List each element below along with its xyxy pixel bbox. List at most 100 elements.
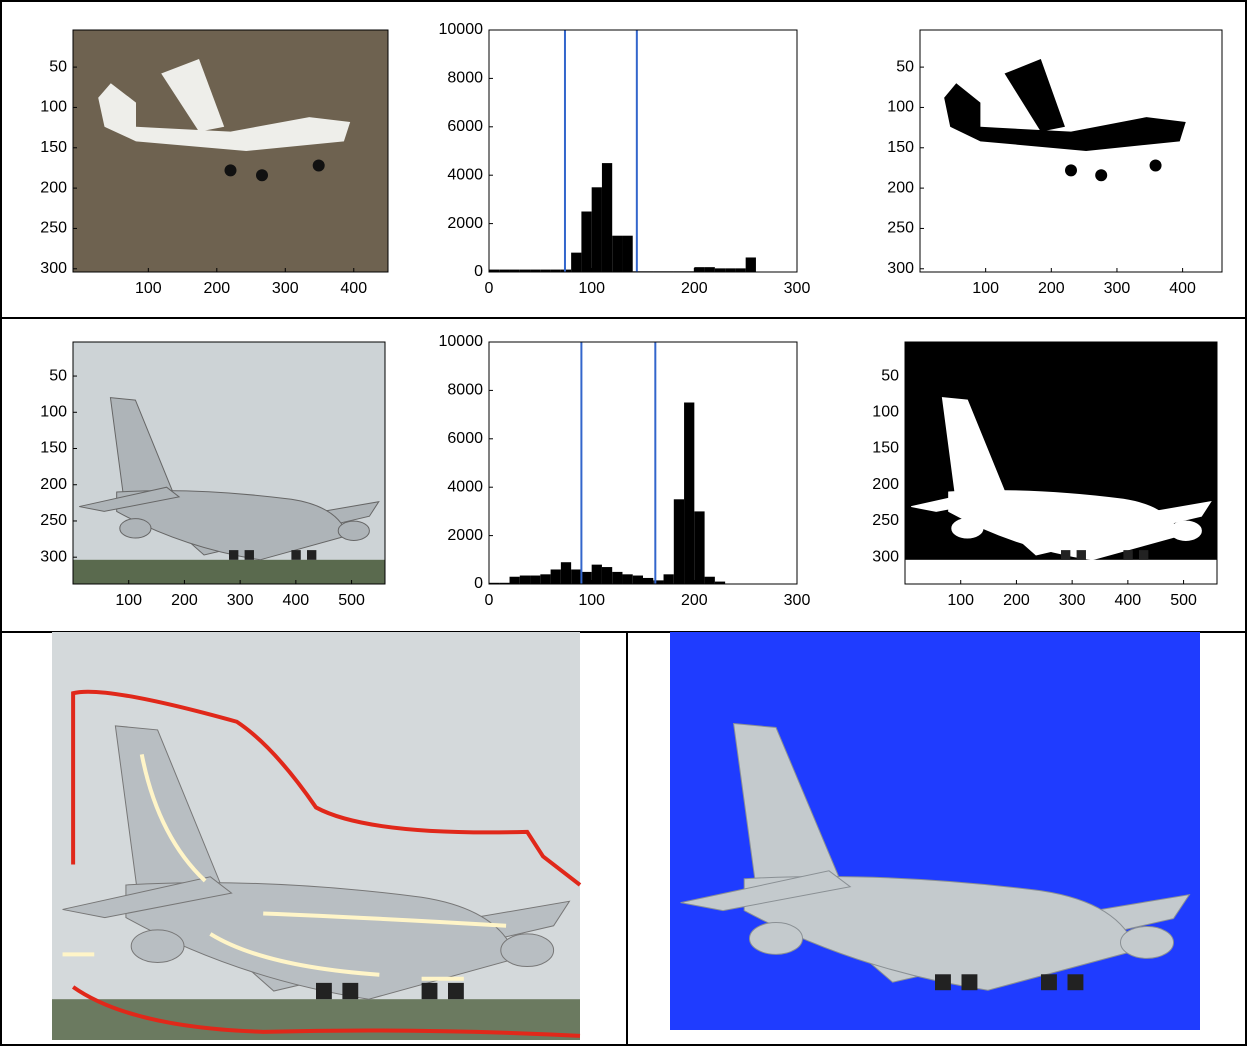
y-tick-label: 250 [887, 220, 914, 237]
x-tick-label: 300 [784, 592, 811, 609]
landing-gear [316, 983, 332, 999]
histogram-bar [694, 267, 704, 272]
plot-area [489, 342, 797, 584]
y-tick-label: 100 [887, 99, 914, 116]
y-tick-label: 300 [40, 548, 67, 565]
histogram-bar [510, 577, 520, 584]
x-tick-label: 400 [340, 280, 367, 297]
y-tick-label: 300 [887, 260, 914, 277]
y-tick-label: 50 [49, 58, 67, 75]
x-tick-label: 200 [171, 592, 198, 609]
x-tick-label: 300 [784, 280, 811, 297]
histogram-bar [520, 576, 530, 584]
y-tick-label: 10000 [439, 333, 484, 350]
landing-gear [291, 550, 300, 560]
x-tick-label: 100 [947, 592, 974, 609]
plane-wheel [1065, 164, 1077, 176]
y-tick-label: 0 [474, 575, 483, 592]
x-tick-label: 400 [283, 592, 310, 609]
histogram-bar [705, 267, 715, 272]
histogram-bar [725, 268, 735, 272]
histogram-bar [694, 511, 704, 584]
y-tick-label: 50 [881, 367, 899, 384]
histogram-bar [612, 236, 622, 272]
x-tick-label: 100 [578, 280, 605, 297]
plane-engine [338, 521, 369, 540]
x-tick-label: 400 [1169, 280, 1196, 297]
x-tick-label: 200 [681, 592, 708, 609]
plane-wheel [313, 160, 325, 172]
x-tick-label: 500 [338, 592, 365, 609]
y-tick-label: 0 [474, 263, 483, 280]
y-tick-label: 150 [872, 440, 899, 457]
y-tick-label: 250 [40, 512, 67, 529]
plane-engine [120, 519, 151, 538]
y-tick-label: 200 [887, 179, 914, 196]
x-tick-label: 400 [1115, 592, 1142, 609]
ground [905, 560, 1217, 584]
plane-wheel [1095, 169, 1107, 181]
y-tick-label: 250 [40, 220, 67, 237]
y-tick-label: 150 [887, 139, 914, 156]
ground [73, 560, 385, 584]
landing-gear [342, 983, 358, 999]
y-tick-label: 50 [896, 58, 914, 75]
x-tick-label: 0 [485, 592, 494, 609]
y-tick-label: 2000 [447, 215, 483, 232]
landing-gear [1123, 550, 1132, 560]
x-tick-label: 100 [972, 280, 999, 297]
x-tick-label: 200 [1038, 280, 1065, 297]
landing-gear [1068, 974, 1084, 990]
y-tick-label: 200 [40, 476, 67, 493]
y-tick-label: 2000 [447, 527, 483, 544]
y-tick-label: 100 [872, 404, 899, 421]
y-tick-label: 6000 [447, 118, 483, 135]
histogram-bar [684, 403, 694, 585]
plane-engine [501, 934, 554, 967]
histogram-bar [622, 574, 632, 584]
y-tick-label: 200 [40, 179, 67, 196]
y-tick-label: 150 [40, 440, 67, 457]
histogram-bar [561, 562, 571, 584]
y-tick-label: 300 [872, 548, 899, 565]
x-tick-label: 300 [227, 592, 254, 609]
plane-wheel [225, 164, 237, 176]
histogram-bar [633, 576, 643, 584]
photo-background [920, 30, 1222, 272]
histogram-bar [540, 574, 550, 584]
x-tick-label: 200 [1003, 592, 1030, 609]
figure: 100 200 300 400 50 100 150 200 250 300 0 100 200 300 0… [0, 0, 1247, 1046]
landing-gear [245, 550, 254, 560]
x-tick-label: 200 [203, 280, 230, 297]
x-tick-label: 100 [135, 280, 162, 297]
x-tick-label: 0 [485, 280, 494, 297]
plot-area [489, 30, 797, 272]
histogram-bar [571, 253, 581, 272]
histogram-bar [715, 268, 725, 272]
landing-gear [422, 983, 438, 999]
x-tick-label: 200 [681, 280, 708, 297]
photo-background [73, 30, 388, 272]
landing-gear [1139, 550, 1148, 560]
y-tick-label: 6000 [447, 430, 483, 447]
y-tick-label: 10000 [439, 21, 484, 38]
plane-engine [952, 519, 983, 538]
histogram-bar [735, 268, 745, 272]
landing-gear [307, 550, 316, 560]
histogram-bar [674, 499, 684, 584]
y-tick-label: 100 [40, 99, 67, 116]
plane-engine [750, 923, 803, 955]
histogram-bar [571, 569, 581, 584]
histogram-bar [581, 212, 591, 273]
y-tick-label: 8000 [447, 70, 483, 87]
y-tick-label: 150 [40, 139, 67, 156]
histogram-bar [612, 572, 622, 584]
histogram-bar [592, 187, 602, 272]
x-tick-label: 500 [1170, 592, 1197, 609]
y-tick-label: 4000 [447, 166, 483, 183]
x-tick-label: 100 [578, 592, 605, 609]
histogram-bar [602, 567, 612, 584]
x-tick-label: 300 [1104, 280, 1131, 297]
landing-gear [1041, 974, 1057, 990]
landing-gear [448, 983, 464, 999]
